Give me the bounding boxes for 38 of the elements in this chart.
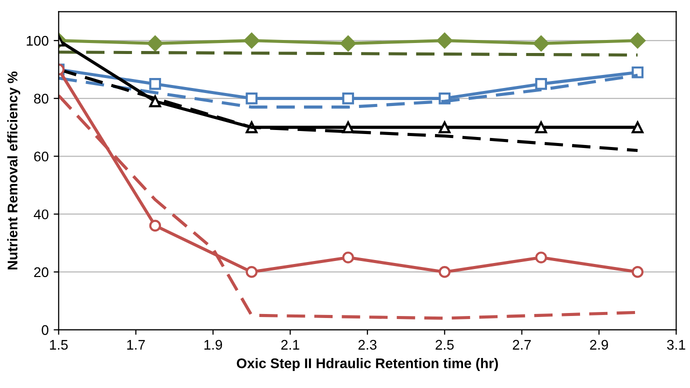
y-axis-title: Nutrient Removal efficiency % <box>7 72 20 270</box>
x-tick-label: 2.9 <box>590 340 608 350</box>
x-tick-label: 2.3 <box>358 340 376 350</box>
x-tick-label: 3.1 <box>667 340 686 350</box>
x-axis-title: Oxic Step II Hdraulic Retention time (hr) <box>236 358 498 371</box>
point <box>246 92 258 104</box>
point <box>244 32 260 48</box>
x-tick-label: 1.7 <box>127 340 145 350</box>
point <box>438 121 451 134</box>
y-tick-label: 20 <box>34 267 48 278</box>
point <box>436 32 453 48</box>
x-tick-label: 2.1 <box>281 340 300 350</box>
point <box>246 266 258 278</box>
y-tick-label: 60 <box>34 152 48 162</box>
point <box>340 36 356 52</box>
point <box>147 36 164 52</box>
y-tick-label: 40 <box>34 209 48 220</box>
point <box>438 266 451 278</box>
x-tick-label: 1.9 <box>204 340 222 350</box>
point <box>535 121 548 134</box>
y-tick-label: 80 <box>34 94 48 104</box>
x-tick-label: 2.5 <box>436 340 454 350</box>
x-tick-label: 1.5 <box>50 340 68 350</box>
point <box>632 121 644 134</box>
point <box>632 266 644 278</box>
point <box>342 121 354 134</box>
point <box>342 92 354 104</box>
point <box>535 252 548 264</box>
y-tick-label: 0 <box>42 325 48 335</box>
point <box>149 220 162 232</box>
point <box>630 32 646 48</box>
x-tick-label: 2.7 <box>512 340 531 350</box>
point <box>342 252 354 264</box>
point <box>533 36 550 52</box>
point <box>149 95 162 108</box>
y-tick-label: 100 <box>26 36 48 46</box>
point <box>149 78 162 90</box>
point <box>535 78 548 90</box>
